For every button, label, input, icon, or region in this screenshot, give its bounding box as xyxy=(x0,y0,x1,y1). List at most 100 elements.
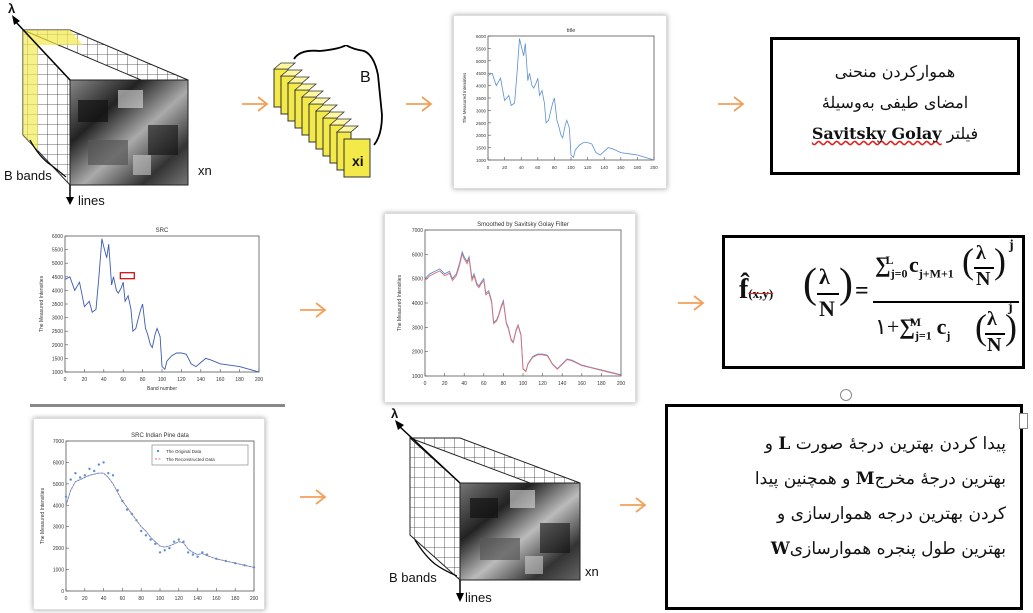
data-point xyxy=(172,540,176,543)
plot-area xyxy=(424,229,622,377)
spectral-band-cell-top xyxy=(328,118,353,126)
data-point xyxy=(74,471,77,475)
x-tick-label: 180 xyxy=(634,165,642,170)
y-tick-label: 3000 xyxy=(53,525,64,531)
plot-title: Smoothed by Savitsky Golay Filter xyxy=(477,222,569,228)
series-line xyxy=(64,238,260,373)
formula-denominator: ١+∑j=1M cj xyxy=(875,314,950,343)
selection-handle-top[interactable] xyxy=(840,389,852,401)
y-tick-label: 4000 xyxy=(476,84,487,89)
selection-handle-right[interactable] xyxy=(1019,413,1028,429)
y-tick-label: 2000 xyxy=(52,343,63,349)
x-tick-label: 0 xyxy=(64,377,67,383)
box1-line2: امضای طیفی بەوسیلۀ xyxy=(821,93,969,112)
x-tick-label: 40 xyxy=(519,165,525,170)
formula-lhs-sub: (x,y) xyxy=(748,286,774,301)
x-tick-label: 100 xyxy=(567,165,575,170)
arrow-right-icon xyxy=(300,302,327,318)
spectral-signature-plot: 0 20 40 60 80 100 120 140 160 180 200 1000 1500 2000 2… xyxy=(453,15,667,189)
formula-paren-left: ( xyxy=(803,261,817,307)
y-tick-label: 1000 xyxy=(412,374,423,380)
data-point xyxy=(97,463,101,466)
y-tick-label: 6000 xyxy=(53,460,64,466)
x-tick-label: 20 xyxy=(502,165,508,170)
box3-line1-c: و xyxy=(764,434,773,454)
hyperspectral-cube-2: λ B bands xn lines xyxy=(385,406,605,608)
formula-den-bar xyxy=(985,333,1005,335)
data-point xyxy=(187,551,190,554)
cube1-bands-label: B bands xyxy=(4,168,52,183)
y-tick-label: 6000 xyxy=(52,234,63,240)
x-tick-label: 80 xyxy=(552,165,558,170)
formula-num-sum: ∑ xyxy=(875,252,891,277)
data-point xyxy=(140,529,143,533)
x-axis-label: Band number xyxy=(147,386,177,392)
box3-line2-b: M xyxy=(855,469,875,489)
x-tick-label: 120 xyxy=(584,165,592,170)
plot-title: SRC xyxy=(156,228,169,234)
formula-lambda: λ xyxy=(819,264,830,289)
y-tick-label: 2000 xyxy=(412,350,423,356)
data-point xyxy=(201,551,204,554)
formula-den-lambda: λ xyxy=(987,308,997,330)
x-tick-label: 60 xyxy=(535,165,541,170)
data-point xyxy=(163,549,166,552)
reconstruction-comparison-plot: 0 20 40 60 80 100 120 140 160 180 200 0 1000 2000 3000… xyxy=(33,418,265,610)
x-tick-label: 40 xyxy=(101,596,107,602)
cube1-lines-label: lines xyxy=(78,193,105,208)
y-tick-label: 7000 xyxy=(412,228,423,234)
x-tick-label: 140 xyxy=(193,596,202,602)
y-axis-label: The Measured Intensities xyxy=(39,275,45,332)
formula-num-paren-left: ( xyxy=(962,241,974,281)
spectral-band-cell-top xyxy=(314,104,339,112)
formula-fraction-bar xyxy=(817,293,839,295)
y-tick-label: 4500 xyxy=(476,71,487,76)
data-point xyxy=(144,534,148,537)
cube2-lambda-label: λ xyxy=(391,406,399,421)
formula-num-lambda: λ xyxy=(976,242,986,264)
x-tick-label: 20 xyxy=(82,596,88,602)
formula-lhs: f̂(x,y) xyxy=(739,274,773,306)
plot-area xyxy=(487,35,655,161)
y-tick-label: 6000 xyxy=(476,34,487,39)
data-point xyxy=(177,538,180,541)
data-point xyxy=(149,538,152,541)
x-tick-label: 200 xyxy=(255,377,264,383)
formula-den-one: ١+ xyxy=(875,314,900,339)
formula-num-c: c xyxy=(909,252,919,277)
y-tick-label: 3000 xyxy=(476,108,487,113)
y-tick-label: 0 xyxy=(61,589,64,595)
vector-xi-label: xi xyxy=(352,153,364,169)
box3-line4-a: بهترین طول پنجره هموارسازی xyxy=(789,539,1006,559)
box3-line4: بهترین طول پنجره هموارسازیW xyxy=(682,532,1006,567)
y-tick-label: 1500 xyxy=(476,146,487,151)
x-tick-label: 180 xyxy=(235,377,244,383)
formula-num-bar xyxy=(974,267,994,269)
formula-den-sum: ∑ xyxy=(899,314,915,339)
data-point xyxy=(168,546,171,550)
legend-box xyxy=(151,444,249,466)
formula-numerator: ∑j=0L cj+M+1 xyxy=(875,252,954,281)
y-tick-label: 5000 xyxy=(53,482,64,488)
cube2-bands-label: B bands xyxy=(389,570,437,585)
cube2-lines-label: lines xyxy=(465,590,492,605)
src-spectrum-plot: 0 20 40 60 80 100 120 140 160 180 200 1000 1500 2000 2… xyxy=(35,220,265,392)
brace-shape xyxy=(293,43,383,146)
x-tick-label: 100 xyxy=(156,596,165,602)
x-tick-label: 40 xyxy=(461,381,467,387)
x-tick-label: 0 xyxy=(487,165,490,170)
box3-line3: کردن بهترین درجه هموارسازی و xyxy=(777,504,1006,524)
box3-line1: پیدا کردن بهترین درجۀ صورت L و xyxy=(682,427,1006,462)
pixel-spectral-vector: B xi xyxy=(270,43,390,185)
x-tick-label: 80 xyxy=(501,381,507,387)
x-tick-label: 140 xyxy=(197,377,206,383)
formula-n: N xyxy=(819,296,835,321)
formula-den-paren-left: ( xyxy=(975,307,987,347)
formula-num-sup: L xyxy=(885,252,894,267)
y-tick-label: 1500 xyxy=(52,356,63,362)
cube2-xn-label: xn xyxy=(585,564,599,579)
y-tick-label: 2500 xyxy=(476,121,487,126)
formula-f: f̂ xyxy=(739,274,749,305)
x-tick-label: 60 xyxy=(120,377,126,383)
formula-den-sub: j=1 xyxy=(914,328,932,343)
